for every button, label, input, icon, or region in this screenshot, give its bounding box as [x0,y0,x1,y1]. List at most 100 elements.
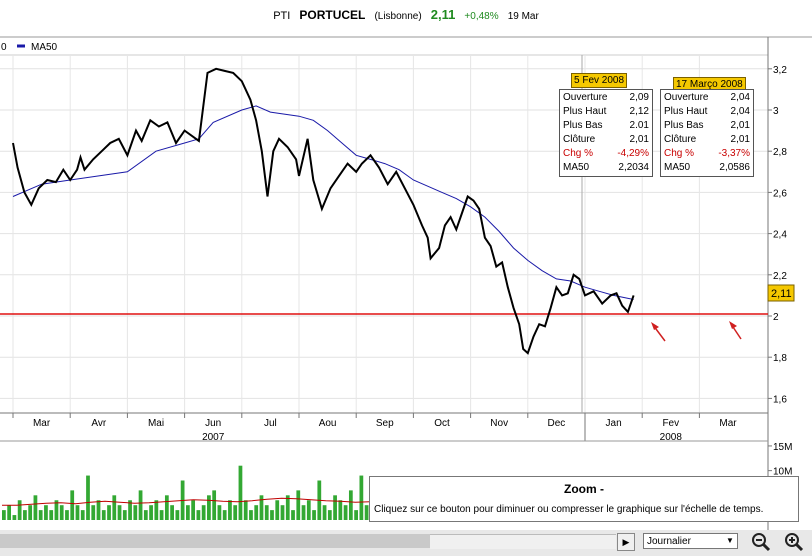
y-tick-label: 1,6 [773,394,787,405]
volume-bar [254,505,259,520]
volume-bar [249,510,253,520]
volume-bar [280,505,285,520]
volume-bar [275,500,280,520]
period-select[interactable]: Journalier ▼ [643,533,738,549]
volume-bar [49,510,54,520]
tooltip-row: Chg % -4,29% [563,147,649,161]
tooltip-row: Plus Bas 2.01 [563,119,649,133]
volume-bars [2,465,369,520]
volume-bar [301,505,306,520]
volume-bar [91,505,96,520]
volume-bar [122,510,127,520]
volume-bar [359,475,364,520]
time-scrollbar-thumb[interactable] [430,534,616,549]
tooltip-label: Plus Haut [563,106,607,117]
period-select-value: Journalier [647,536,691,547]
volume-bar [170,505,174,520]
annotation-arrow-2-head [729,321,737,329]
price-change: +0,48% [464,11,499,22]
volume-bar [128,500,132,520]
tooltip-label: Plus Bas [563,120,603,131]
grid [0,55,768,413]
tooltip-value: -4,29% [617,148,649,159]
y-tick-label: 2,2 [773,271,787,282]
volume-bar [217,505,222,520]
x-tick-label: Sep [376,418,394,429]
tooltip-label: Clôture [664,134,697,145]
volume-bar [296,490,301,520]
volume-bar [65,510,69,520]
zoom-out-button[interactable] [751,532,771,552]
tooltip-label: Ouverture [664,92,709,103]
scroll-right-button[interactable]: ▶ [617,533,635,551]
volume-bar [233,505,238,520]
time-scrollbar[interactable] [0,534,430,548]
tooltip-value: 2,01 [730,134,750,145]
chart-legend: 0 MA50 [1,42,58,53]
tooltip-value: 2,2034 [618,162,649,173]
volume-bar [243,500,248,520]
volume-bar [12,515,17,520]
y-tick-label: 2,4 [773,230,787,241]
volume-bar [70,490,75,520]
y-tick-label: 2,8 [773,147,787,158]
y-tick-label: 3,2 [773,65,787,76]
tooltip-row: Ouverture 2,09 [563,91,649,105]
symbol-code: PTI [273,10,291,22]
y-tick-label: 2 [773,312,779,323]
tooltip-value: 2,0586 [719,162,750,173]
x-tick-label: Mar [719,418,737,429]
volume-bar [7,505,12,520]
tooltip-label: Plus Bas [664,120,704,131]
tooltip-1: Ouverture 2,09 Plus Haut 2,12 Plus Bas 2.01… [559,89,653,177]
y-axis: 1,6 1,8 2 2,2 2,4 2,6 2,8 3 3,2 [768,65,787,405]
volume-bar [228,500,232,520]
volume-bar [38,510,43,520]
price-series-line [12,67,635,355]
zoom-tooltip-title: Zoom - [564,482,604,496]
tooltip-value: 2,04 [730,106,750,117]
x-tick-label: Mai [148,418,164,429]
bottom-toolbar: ▶ Journalier ▼ [0,530,812,556]
volume-bar [149,505,153,520]
x-year-label: 2007 [202,432,225,443]
annotation-arrow-1-head [651,322,659,330]
volume-bar [96,500,101,520]
volume-bar [59,505,64,520]
tooltip-value: 2,01 [629,134,649,145]
last-price: 2,11 [430,7,456,22]
volume-bar [291,510,295,520]
zoom-tooltip: Zoom - Cliquez sur ce bouton pour diminu… [369,476,799,522]
volume-bar [143,510,148,520]
x-tick-label: Oct [434,418,450,429]
tooltip-value: 2.01 [629,120,649,131]
volume-bar [222,510,227,520]
volume-bar [264,505,269,520]
volume-bar [354,510,358,520]
zoom-in-icon [785,533,804,552]
current-value-tag: 2,11 [767,284,795,302]
tooltip-row: Plus Haut 2,12 [563,105,649,119]
y-tick-label: 3 [773,106,779,117]
volume-bar [107,505,111,520]
zoom-in-button[interactable] [784,532,804,552]
tooltip-value: 2,04 [730,92,750,103]
x-axis: Mar Avr Mai Jun Jul Aou Sep Oct Nov Dec Jan Fev Mar 2… [12,413,737,443]
volume-bar [285,495,290,520]
tooltip-label: MA50 [664,162,691,173]
tooltip-label: Clôture [563,134,596,145]
x-tick-label: Avr [91,418,106,429]
tooltip-label: Ouverture [563,92,608,103]
volume-bar [28,505,33,520]
legend-ma-label: MA50 [31,42,58,53]
volume-bar [17,500,22,520]
market-name: (Lisbonne) [374,11,422,22]
x-tick-label: Nov [490,418,508,429]
volume-bar [196,510,201,520]
volume-bar [117,505,122,520]
x-tick-label: Fev [662,418,679,429]
tooltip-value: 2,09 [629,92,649,103]
tooltip-1-date: 5 Fev 2008 [571,73,628,88]
volume-bar [306,500,311,520]
